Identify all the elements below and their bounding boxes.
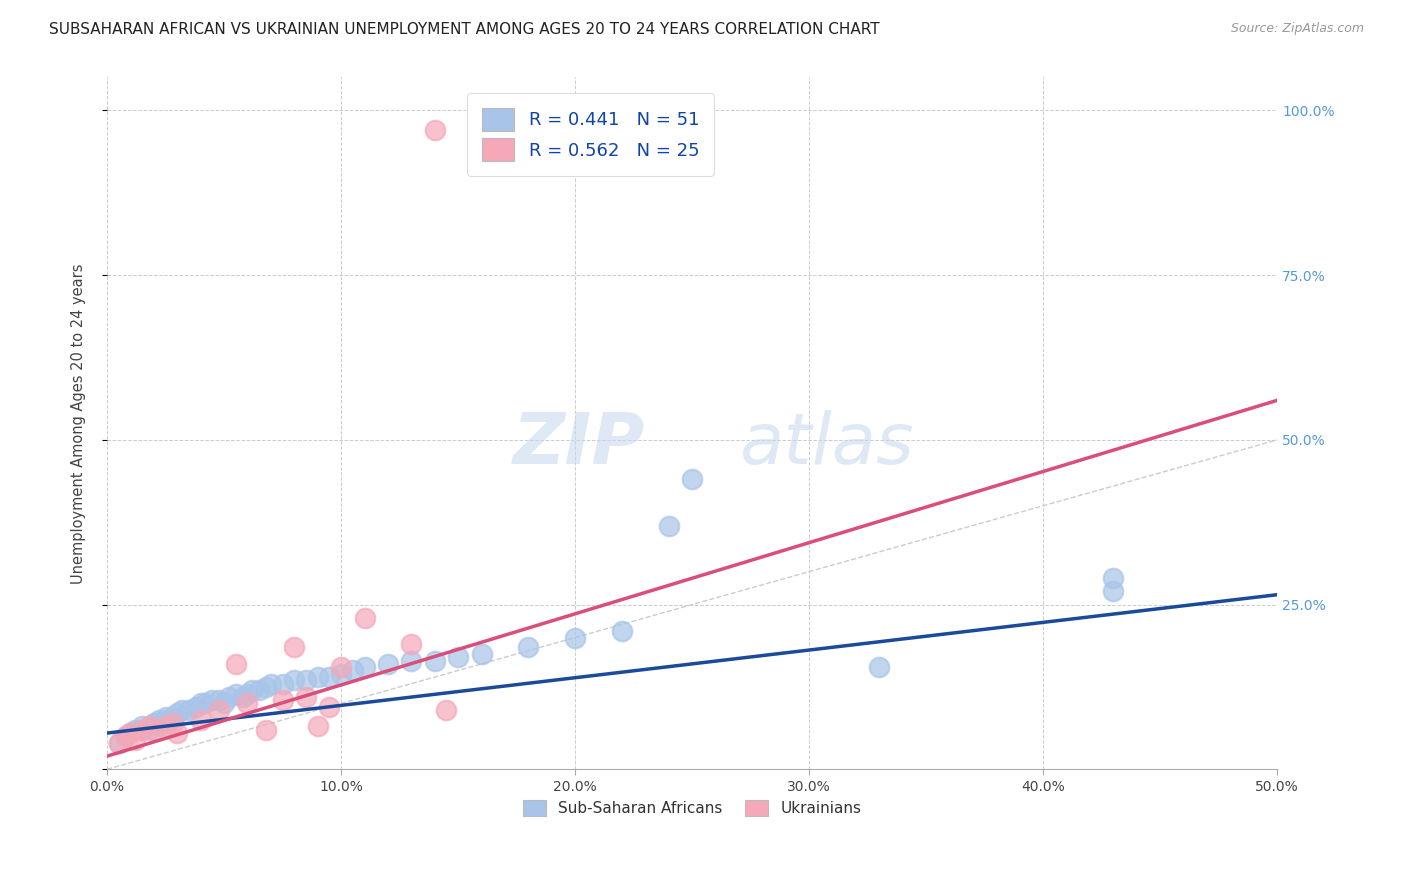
Point [283, 640, 305, 655]
Point [271, 693, 294, 707]
Point [1102, 571, 1125, 585]
Point [142, 723, 165, 737]
Point [166, 706, 188, 721]
Point [232, 690, 254, 704]
Point [353, 611, 375, 625]
Point [240, 683, 263, 698]
Point [517, 640, 540, 655]
Point [148, 719, 170, 733]
Point [283, 673, 305, 688]
Point [194, 697, 217, 711]
Point [307, 670, 329, 684]
Point [166, 726, 188, 740]
Point [131, 723, 153, 737]
Point [868, 660, 890, 674]
Point [295, 690, 318, 704]
Point [155, 719, 177, 733]
Point [658, 518, 681, 533]
Point [318, 699, 340, 714]
Point [436, 703, 458, 717]
Point [225, 686, 247, 700]
Point [131, 723, 153, 737]
Legend: Sub-Saharan Africans, Ukrainians: Sub-Saharan Africans, Ukrainians [515, 793, 869, 824]
Point [423, 123, 446, 137]
Point [114, 730, 136, 744]
Point [401, 654, 423, 668]
Point [138, 723, 160, 737]
Point [271, 676, 294, 690]
Y-axis label: Unemployment Among Ages 20 to 24 years: Unemployment Among Ages 20 to 24 years [72, 263, 86, 583]
Point [254, 723, 277, 737]
Point [260, 676, 283, 690]
Point [184, 699, 207, 714]
Point [470, 647, 492, 661]
Point [401, 637, 423, 651]
Point [208, 703, 231, 717]
Point [218, 690, 240, 704]
Point [170, 703, 193, 717]
Point [201, 693, 224, 707]
Point [190, 697, 212, 711]
Point [162, 716, 184, 731]
Point [107, 736, 129, 750]
Point [190, 713, 212, 727]
Point [247, 683, 270, 698]
Point [610, 624, 633, 638]
Point [114, 730, 136, 744]
Point [124, 732, 146, 747]
Point [162, 709, 184, 723]
Text: atlas: atlas [740, 409, 914, 479]
Point [564, 631, 586, 645]
Text: Source: ZipAtlas.com: Source: ZipAtlas.com [1230, 22, 1364, 36]
Point [212, 697, 235, 711]
Point [120, 726, 142, 740]
Point [377, 657, 399, 671]
Point [148, 713, 170, 727]
Point [155, 709, 177, 723]
Point [681, 472, 703, 486]
Point [155, 713, 177, 727]
Point [1102, 584, 1125, 599]
Point [254, 680, 277, 694]
Point [138, 719, 160, 733]
Point [177, 703, 200, 717]
Point [353, 660, 375, 674]
Text: ZIP: ZIP [513, 409, 645, 479]
Point [124, 723, 146, 737]
Point [447, 650, 470, 665]
Point [307, 719, 329, 733]
Point [208, 693, 231, 707]
Text: SUBSAHARAN AFRICAN VS UKRAINIAN UNEMPLOYMENT AMONG AGES 20 TO 24 YEARS CORRELATI: SUBSAHARAN AFRICAN VS UKRAINIAN UNEMPLOY… [49, 22, 880, 37]
Point [342, 664, 364, 678]
Point [142, 716, 165, 731]
Point [120, 726, 142, 740]
Point [330, 660, 353, 674]
Point [330, 666, 353, 681]
Point [236, 686, 259, 700]
Point [423, 654, 446, 668]
Point [225, 657, 247, 671]
Point [131, 719, 153, 733]
Point [107, 736, 129, 750]
Point [318, 670, 340, 684]
Point [295, 673, 318, 688]
Point [236, 697, 259, 711]
